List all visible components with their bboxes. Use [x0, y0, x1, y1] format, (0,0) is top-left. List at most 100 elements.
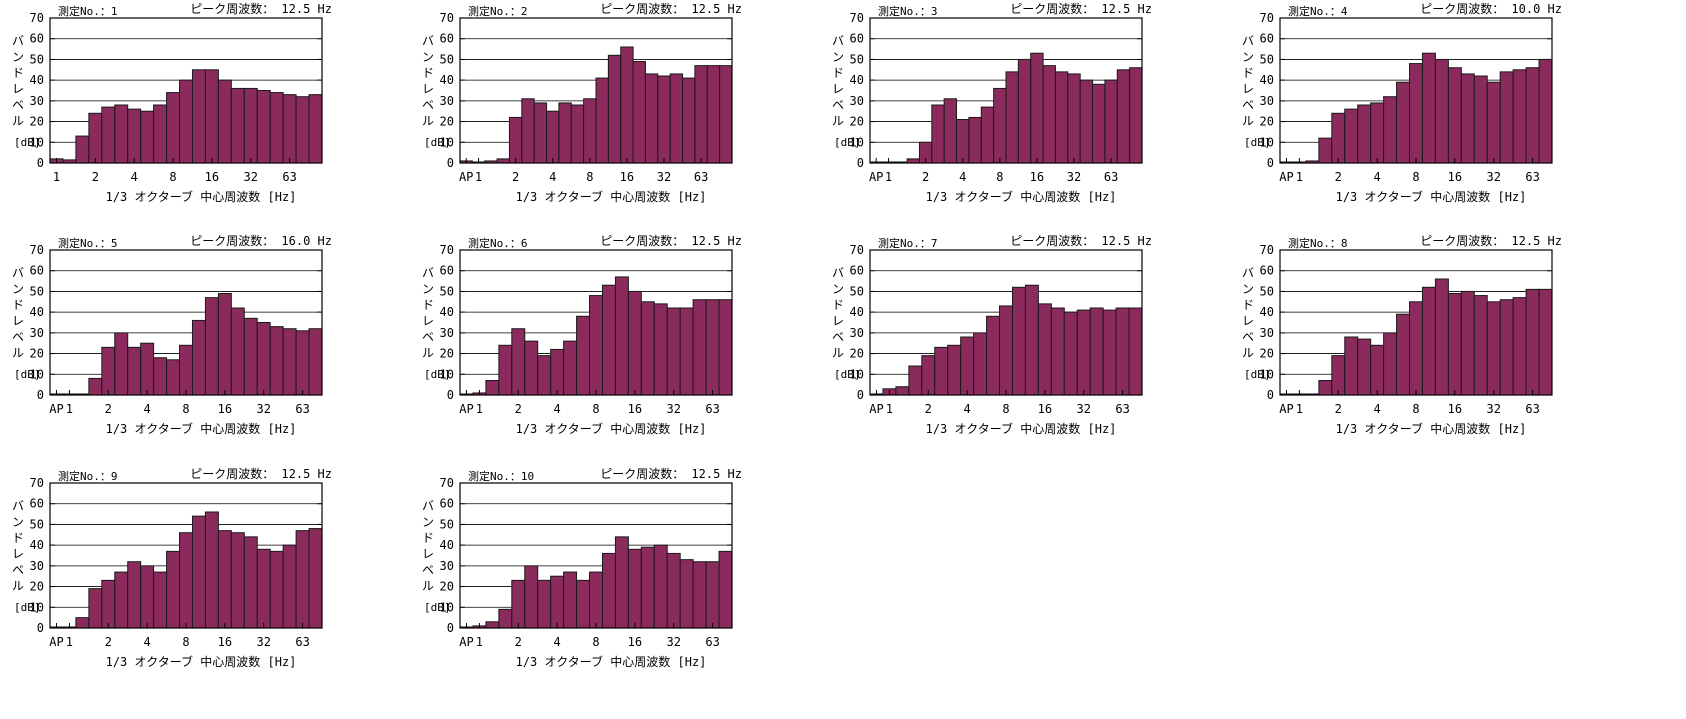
bar — [1434, 58, 1449, 164]
bar — [956, 119, 970, 164]
x-tick-label: 1 — [476, 402, 483, 416]
y-axis-label-char: ベ — [12, 563, 24, 577]
y-tick-label: 40 — [30, 538, 44, 552]
y-axis-label-char: ベ — [422, 98, 434, 112]
spectrum-chart-1: 0 10 20 30 40 50 60 70 1 2 4 8 16 32 63 測定No.：1 ピーク周波数： … — [0, 0, 420, 225]
y-tick-label: 0 — [1267, 156, 1274, 170]
bar — [1067, 73, 1081, 164]
x-tick-label: 16 — [628, 402, 642, 416]
plot-frame — [869, 17, 1143, 164]
bar — [485, 380, 500, 396]
x-tick-label: 4 — [131, 170, 138, 184]
bar — [88, 112, 103, 164]
y-tick-label: 70 — [30, 476, 44, 490]
bar — [524, 340, 539, 396]
bar — [217, 293, 232, 396]
bar — [295, 530, 310, 629]
bar — [679, 307, 694, 396]
measurement-label: 測定No.：2 — [468, 4, 528, 18]
y-axis-label-char: ン — [12, 282, 24, 296]
bar — [706, 65, 721, 164]
y-axis-label-char: ド — [12, 66, 24, 80]
x-tick-label: 2 — [92, 170, 99, 184]
y-tick-label: 20 — [30, 580, 44, 594]
y-axis-label-char: バ — [1242, 266, 1254, 280]
bar — [546, 110, 560, 164]
y-tick-label: 10 — [440, 135, 454, 149]
bar — [295, 96, 310, 164]
peak-frequency-label: ピーク周波数： 12.5 Hz — [1420, 233, 1562, 248]
bar — [1525, 67, 1540, 164]
bar — [191, 319, 206, 396]
bar — [256, 548, 271, 629]
y-axis-label-char: ド — [12, 298, 24, 312]
bar — [1115, 307, 1130, 396]
bar — [498, 344, 513, 396]
bar — [1318, 137, 1333, 164]
y-axis-label-char: レ — [12, 547, 24, 561]
bar — [1030, 52, 1044, 164]
bar — [550, 348, 565, 396]
bar — [524, 565, 539, 629]
y-axis-label-char: ベ — [832, 98, 844, 112]
x-tick-label: 63 — [295, 402, 309, 416]
y-tick-label: 70 — [1260, 11, 1274, 25]
spectrum-chart-2: 0 10 20 30 40 50 60 70 AP 1 2 4 8 16 32 63 測定No.：2 ピーク周波数… — [410, 0, 830, 225]
y-tick-label: 20 — [850, 115, 864, 129]
y-axis-label-char: バ — [832, 34, 844, 48]
bar — [75, 617, 90, 629]
x-tick-label: 16 — [628, 635, 642, 649]
y-tick-label: 30 — [30, 559, 44, 573]
chart-svg: 0 10 20 30 40 50 60 70 AP 1 2 4 8 16 32 63 測定No.：9 ピーク周波数… — [12, 466, 332, 669]
bar — [485, 621, 500, 629]
bar — [1383, 96, 1398, 164]
bar — [537, 579, 552, 629]
y-axis-label-char: バ — [422, 266, 434, 280]
bar — [1076, 309, 1091, 396]
bar — [1460, 73, 1475, 164]
bar — [666, 552, 681, 629]
bar — [101, 346, 116, 396]
y-axis-label-char: ン — [422, 50, 434, 64]
bar — [576, 579, 591, 629]
bar — [669, 73, 684, 164]
y-axis-label-char: ド — [832, 66, 844, 80]
y-tick-label: 30 — [440, 94, 454, 108]
spectrum-chart-4: 0 10 20 30 40 50 60 70 AP 1 2 4 8 16 32 63 測定No.：4 ピーク周波数… — [1230, 0, 1650, 225]
x-tick-label: 8 — [1002, 402, 1009, 416]
y-tick-label: 70 — [850, 11, 864, 25]
y-tick-label: 20 — [1260, 347, 1274, 361]
bar — [1128, 307, 1143, 396]
y-tick-label: 60 — [1260, 32, 1274, 46]
y-tick-label: 0 — [857, 156, 864, 170]
x-tick-label: 16 — [218, 402, 232, 416]
bar — [1434, 278, 1449, 396]
bar — [127, 561, 142, 629]
y-axis-label-char: ン — [12, 50, 24, 64]
y-tick-label: 40 — [850, 73, 864, 87]
y-tick-label: 20 — [1260, 115, 1274, 129]
y-axis-label-char: ル — [1242, 346, 1254, 360]
bar — [1102, 309, 1117, 396]
y-axis-unit: [dB] — [14, 601, 41, 614]
x-tick-label: 8 — [592, 635, 599, 649]
bar — [993, 87, 1007, 164]
bar — [718, 550, 733, 629]
y-tick-label: 70 — [440, 476, 454, 490]
x-tick-label: 32 — [657, 170, 671, 184]
chart-svg: 0 10 20 30 40 50 60 70 AP 1 2 4 8 16 32 63 測定No.：10 ピーク周波… — [422, 466, 742, 669]
y-axis-label-char: ベ — [422, 563, 434, 577]
y-tick-label: 20 — [440, 580, 454, 594]
bar — [496, 158, 510, 164]
bar — [243, 317, 258, 396]
y-tick-label: 40 — [1260, 305, 1274, 319]
y-axis-unit: [dB] — [14, 368, 41, 381]
y-tick-label: 20 — [30, 115, 44, 129]
bar — [719, 65, 733, 164]
y-tick-label: 30 — [30, 94, 44, 108]
x-tick-label: 16 — [1030, 170, 1044, 184]
bar — [243, 87, 258, 164]
x-tick-label: AP — [1279, 402, 1293, 416]
x-tick-label: 2 — [515, 402, 522, 416]
bar — [1409, 301, 1423, 396]
